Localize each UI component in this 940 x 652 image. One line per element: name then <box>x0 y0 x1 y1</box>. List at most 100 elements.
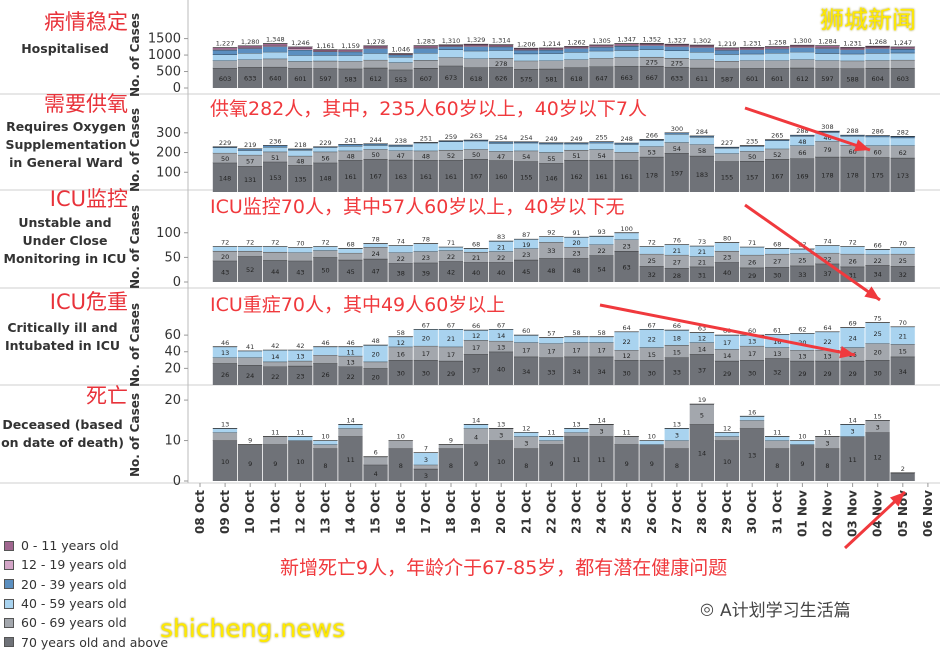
segment-value-label: 131 <box>244 176 256 184</box>
y-axis-label: No. of Cases <box>128 205 142 289</box>
segment-value-label: 601 <box>771 75 783 83</box>
y-tick-label: 100 <box>156 226 181 241</box>
bar-total-label: 9 <box>248 437 252 445</box>
segment-value-label: 21 <box>899 333 907 341</box>
segment-value-label: 27 <box>773 258 781 266</box>
segment-value-label: 8 <box>449 462 453 470</box>
segment-value-label: 8 <box>675 462 679 470</box>
bar-total-label: 74 <box>823 238 831 246</box>
bar-segment-age-40-59 <box>765 437 790 441</box>
legend-item-12-19: 12 - 19 years old <box>4 555 168 574</box>
bar-segment-age-20-39 <box>614 46 639 50</box>
segment-value-label: 20 <box>422 335 430 343</box>
segment-value-label: 275 <box>671 60 683 68</box>
segment-value-label: 48 <box>296 158 304 166</box>
bar-total-label: 1,329 <box>467 36 486 44</box>
bar-total-label: 91 <box>572 229 580 237</box>
segment-value-label: 173 <box>897 172 909 180</box>
legend-label: 12 - 19 years old <box>21 557 127 572</box>
bar-total-label: 15 <box>874 412 882 420</box>
y-tick-label: 60 <box>164 328 181 343</box>
segment-value-label: 588 <box>846 75 858 83</box>
segment-value-label: 24 <box>372 250 380 258</box>
segment-value-label: 40 <box>472 269 480 277</box>
bar-total-label: 71 <box>748 239 756 247</box>
legend-label: 20 - 39 years old <box>21 577 127 592</box>
bar-segment-age-20-39 <box>865 49 890 53</box>
segment-value-label: 21 <box>673 247 681 255</box>
bar-segment-age-60-69 <box>263 252 288 260</box>
bar-segment-age-40-59 <box>338 146 363 151</box>
bar-total-label: 12 <box>522 424 530 432</box>
bar-total-label: 1,327 <box>668 36 687 44</box>
bar-segment-age-40-59 <box>690 52 715 59</box>
segment-value-label: 167 <box>470 173 482 181</box>
bar-total-label: 72 <box>848 239 856 247</box>
bar-segment-age-60-69 <box>790 60 815 68</box>
bar-total-label: 41 <box>246 343 254 351</box>
segment-value-label: 275 <box>646 58 658 66</box>
y-axis-label: No. of Cases <box>128 303 142 387</box>
segment-value-label: 31 <box>698 271 706 279</box>
segment-value-label: 29 <box>848 370 856 378</box>
segment-value-label: 17 <box>547 348 555 356</box>
segment-value-label: 3 <box>825 440 829 448</box>
bar-segment-age-60-69 <box>238 251 263 256</box>
y-tick-label: 20 <box>164 393 181 408</box>
bar-segment-age-40-59 <box>790 441 815 445</box>
bar-segment-age-40-59 <box>389 146 414 150</box>
bar-segment-age-60-69 <box>363 60 388 68</box>
segment-value-label: 58 <box>698 147 706 155</box>
segment-value-label: 53 <box>648 149 656 157</box>
segment-value-label: 40 <box>723 269 731 277</box>
y-tick-label: 200 <box>156 146 181 161</box>
bar-total-label: 10 <box>648 433 656 441</box>
x-tick-label: 01 Nov <box>795 490 809 537</box>
segment-value-label: 30 <box>623 370 631 378</box>
bar-segment-age-60-69 <box>213 432 238 440</box>
bar-segment-age-40-59 <box>464 51 489 59</box>
segment-value-label: 11 <box>572 456 580 464</box>
bar-segment-age-60-69 <box>313 355 338 363</box>
bar-total-label: 1,206 <box>517 40 536 48</box>
bar-segment-age-20-39 <box>439 47 464 50</box>
bar-segment-age-20-39 <box>640 46 665 50</box>
segment-value-label: 22 <box>497 254 505 262</box>
bar-segment-age-40-59 <box>815 246 840 253</box>
segment-value-label: 50 <box>372 151 380 159</box>
segment-value-label: 66 <box>798 149 806 157</box>
bar-segment-age-20-39 <box>363 49 388 54</box>
bar-total-label: 282 <box>897 128 909 136</box>
bar-segment-age-40-59 <box>640 441 665 445</box>
bar-total-label: 1,305 <box>592 37 611 45</box>
y-tick-label: 100 <box>156 165 181 180</box>
bar-segment-age-60-69 <box>690 59 715 67</box>
bar-segment-age-60-69 <box>715 154 740 162</box>
segment-value-label: 54 <box>522 153 530 161</box>
bar-segment-age-60-69 <box>338 61 363 69</box>
x-tick-label: 08 Oct <box>193 490 207 534</box>
segment-value-label: 22 <box>346 373 354 381</box>
segment-value-label: 13 <box>221 349 229 357</box>
x-tick-label: 26 Oct <box>645 490 659 534</box>
bar-segment-age-40-59 <box>213 55 238 61</box>
bar-segment-age-20-39 <box>464 47 489 51</box>
bar-total-label: 67 <box>497 321 505 329</box>
segment-value-label: 54 <box>597 266 605 274</box>
y-tick-label: 40 <box>164 345 181 360</box>
segment-value-label: 175 <box>871 172 883 180</box>
segment-value-label: 23 <box>723 254 731 262</box>
segment-value-label: 32 <box>899 271 907 279</box>
bar-segment-age-40-59 <box>715 432 740 436</box>
segment-value-label: 178 <box>846 171 858 179</box>
bar-segment-age-40-59 <box>338 424 363 428</box>
bar-segment-age-20-39 <box>665 47 690 51</box>
segment-value-label: 14 <box>271 353 279 361</box>
segment-value-label: 24 <box>246 372 254 380</box>
bar-total-label: 229 <box>319 139 331 147</box>
segment-value-label: 13 <box>296 352 304 360</box>
bar-segment-age-40-59 <box>263 247 288 252</box>
bar-segment-age-40-59 <box>338 249 363 253</box>
legend-item-60-69: 60 - 69 years old <box>4 613 168 632</box>
bar-total-label: 92 <box>547 229 555 237</box>
